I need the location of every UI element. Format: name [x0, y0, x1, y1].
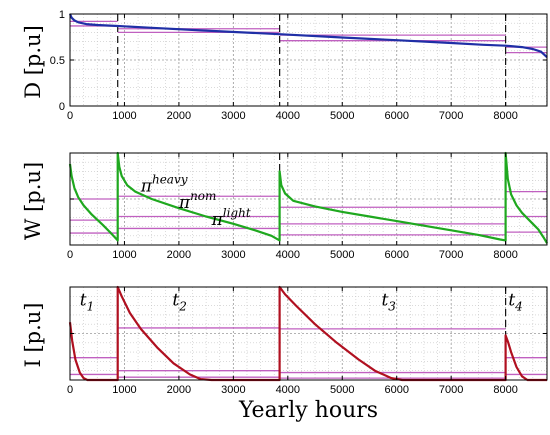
chart-2-x-tick-label: 2000	[167, 384, 191, 396]
chart-1-x-tick-label: 5000	[330, 249, 354, 261]
chart-2-annotation-base: t	[508, 291, 515, 311]
chart-1-x-tick-label: 2000	[167, 249, 191, 261]
chart-2-annotation-base: t	[80, 291, 87, 311]
chart-1-annotation-base: π	[178, 193, 191, 213]
chart-2-x-tick-label: 6000	[384, 384, 408, 396]
chart-2-annotation: t1	[80, 291, 94, 314]
chart-2-y-axis-label: I [p.u]	[21, 303, 45, 368]
chart-1-annotation-superscript: nom	[190, 189, 216, 203]
chart-0-x-tick-label: 3000	[221, 110, 245, 122]
chart-2-x-axis-label: Yearly hours	[238, 398, 378, 423]
chart-0-x-tick-label: 4000	[276, 110, 300, 122]
chart-0-x-tick-label: 5000	[330, 110, 354, 122]
chart-2-x-tick-label: 3000	[221, 384, 245, 396]
chart-1-x-tick-label: 8000	[493, 249, 517, 261]
chart-1-annotation-base: π	[140, 177, 153, 197]
chart-2-x-tick-label: 5000	[330, 384, 354, 396]
chart-0-x-tick-label: 7000	[439, 110, 463, 122]
chart-2-annotation-subscript: 4	[514, 300, 523, 314]
chart-2-annotation: t2	[172, 291, 186, 314]
chart-2-annotation: t3	[381, 291, 396, 314]
chart-1-annotation-base: π	[211, 210, 224, 230]
chart-1-series-line	[68, 151, 548, 244]
chart-0-y-tick-label: 1	[59, 9, 65, 21]
chart-1-x-tick-label: 6000	[384, 249, 408, 261]
chart-2-annotation-subscript: 1	[87, 300, 95, 314]
chart-2-annotation-subscript: 3	[388, 300, 396, 314]
chart-0-x-tick-label: 6000	[384, 110, 408, 122]
chart-2-annotation-subscript: 2	[178, 300, 187, 314]
chart-1-annotation: πlight	[211, 206, 251, 230]
chart-0-y-tick-label: 0	[59, 101, 65, 113]
chart-1-annotation: πnom	[178, 189, 217, 213]
chart-1-annotation-superscript: heavy	[152, 173, 188, 187]
chart-0-x-tick-label: 1000	[112, 110, 136, 122]
chart-0-x-tick-label: 8000	[493, 110, 517, 122]
chart-2-annotation: t4	[508, 291, 522, 314]
chart-2-annotation-base: t	[381, 291, 388, 311]
chart-2-x-tick-label: 4000	[276, 384, 300, 396]
chart-1-x-tick-label: 4000	[276, 249, 300, 261]
chart-2-x-tick-label: 7000	[439, 384, 463, 396]
chart-0-series-line	[68, 13, 548, 59]
chart-1-annotation: πheavy	[140, 173, 188, 197]
chart-1-x-tick-label: 3000	[221, 249, 245, 261]
chart-0-y-tick-label: 0.5	[50, 55, 65, 67]
chart-1-annotation-superscript: light	[223, 206, 251, 220]
chart-1-x-tick-label: 0	[67, 249, 73, 261]
chart-1-x-tick-label: 1000	[112, 249, 136, 261]
chart-0-x-tick-label: 0	[67, 110, 73, 122]
chart-1-x-tick-label: 7000	[439, 249, 463, 261]
chart-2-x-tick-label: 8000	[493, 384, 517, 396]
chart-2-annotation-base: t	[172, 291, 179, 311]
chart-0-x-tick-label: 2000	[167, 110, 191, 122]
chart-0-y-axis-label: D [p.u]	[21, 25, 45, 99]
chart-2-x-tick-label: 0	[67, 384, 73, 396]
chart-1-y-axis-label: W [p.u]	[21, 162, 45, 240]
chart-2-x-tick-label: 1000	[112, 384, 136, 396]
